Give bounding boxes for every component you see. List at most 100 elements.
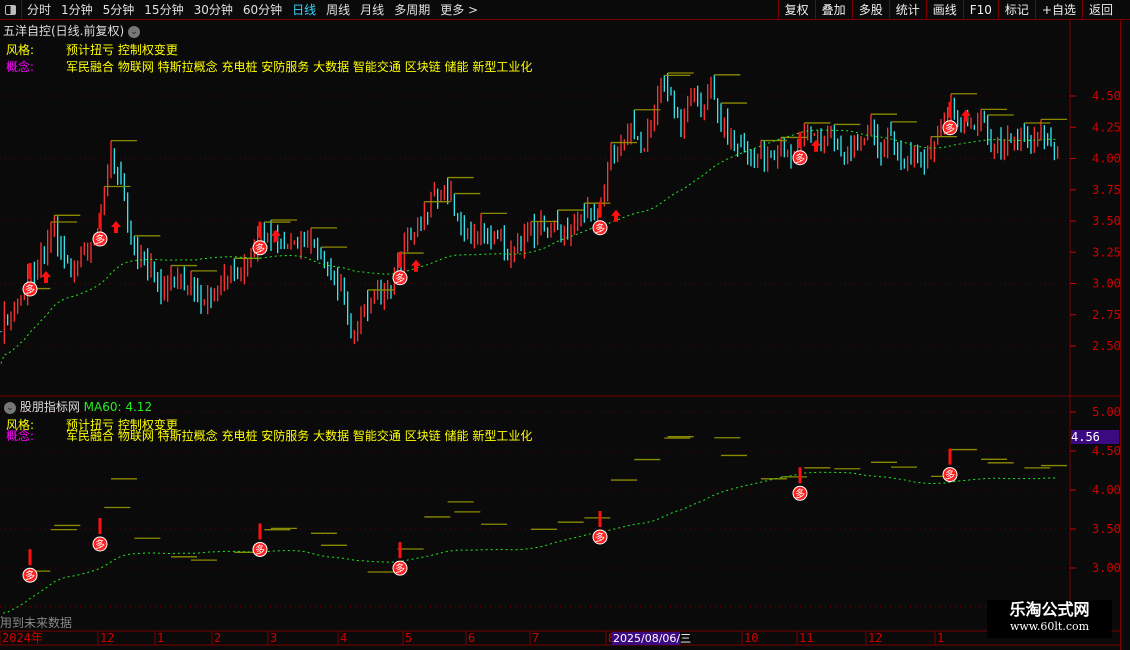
y-tick-label: 3.50 [1092, 214, 1121, 228]
signal-circle [592, 220, 608, 236]
ma60-line-sub [0, 471, 1058, 619]
signal-marker: 多 [595, 222, 605, 235]
panel-toggle-icon [5, 4, 16, 15]
x-tick-label: 8 [608, 631, 615, 645]
concept-value: 军民融合 物联网 特斯拉概念 充电桩 安防服务 大数据 智能交通 区块链 储能 … [66, 429, 533, 443]
concept-label: 概念: [6, 429, 35, 443]
signal-circle [792, 485, 808, 501]
signal-marker: 多 [95, 233, 105, 246]
y-tick-label: 4.00 [1092, 483, 1121, 497]
toolbar-button[interactable]: 标记 [997, 0, 1035, 20]
up-arrow-icon [111, 221, 121, 233]
x-tick-label: 10 [744, 631, 758, 645]
signal-circle [92, 231, 108, 247]
toolbar-button[interactable]: 多股 [851, 0, 889, 20]
y-tick-label: 3.25 [1092, 245, 1121, 259]
x-tick-label: 11 [799, 631, 813, 645]
logo-url: www.60lt.com [1009, 620, 1090, 633]
stock-title: 五洋自控(日线.前复权) ⌄ [3, 22, 141, 39]
signal-marker: 多 [95, 538, 105, 551]
right-info-strip[interactable] [1120, 20, 1130, 650]
x-tick-label: 2 [214, 631, 221, 645]
x-tick-label: 1 [157, 631, 164, 645]
up-arrow-icon [811, 139, 821, 152]
signal-circle [92, 536, 108, 552]
sub-title: ⌄ 股朋指标网 MA60: 4.12 [4, 398, 152, 415]
style-label: 风格: [6, 43, 35, 57]
logo-name: 乐淘公式网 [1009, 600, 1090, 619]
toolbar-button[interactable]: +自选 [1034, 0, 1082, 20]
future-data-warning: 用到未来数据 [0, 616, 73, 630]
signal-circle [252, 541, 268, 557]
period-toolbar: 分时 1分钟 5分钟 15分钟 30分钟 60分钟 日线 周线 月线 多周期 更多 > 复权 叠加 多股… [0, 0, 1130, 20]
y-tick-label: 3.75 [1092, 183, 1121, 197]
toolbar-button[interactable]: 叠加 [814, 0, 852, 20]
chevron-down-icon[interactable]: ⌄ [128, 25, 141, 38]
signal-marker: 多 [395, 272, 405, 285]
period-tab[interactable]: 分时 [27, 3, 52, 17]
signal-bar [28, 263, 32, 279]
y-tick-label: 3.50 [1092, 522, 1121, 536]
period-tab[interactable]: 1分钟 [61, 3, 93, 17]
concept-value: 军民融合 物联网 特斯拉概念 充电桩 安防服务 大数据 智能交通 区块链 储能 … [66, 60, 533, 74]
chevron-down-icon[interactable]: ⌄ [4, 401, 16, 414]
up-arrow-icon [411, 259, 421, 272]
x-tick-label: 3 [270, 631, 277, 645]
signal-circle [942, 120, 958, 136]
panel-toggle-button[interactable] [0, 0, 22, 20]
cursor-date: 2025/08/06/三 [613, 632, 691, 645]
signal-marker: 多 [795, 487, 805, 500]
toolbar-button[interactable]: 返回 [1081, 0, 1119, 20]
period-tab[interactable]: 60分钟 [242, 3, 283, 17]
toolbar-button[interactable]: F10 [962, 0, 998, 20]
signal-bar [98, 518, 102, 534]
y-tick-label: 4.00 [1092, 152, 1121, 166]
x-tick-label: 12 [868, 631, 882, 645]
style-value: 预计扭亏 控制权变更 [66, 43, 178, 57]
signal-circle [22, 567, 38, 583]
period-tab[interactable]: 月线 [360, 3, 385, 17]
style-label: 风格: [6, 418, 35, 432]
signal-marker: 多 [595, 531, 605, 544]
y-tick-label: 4.50 [1092, 89, 1121, 103]
signal-circle [792, 150, 808, 166]
period-tab[interactable]: 多周期 [394, 3, 431, 17]
signal-marker: 多 [255, 242, 265, 255]
signal-marker: 多 [395, 562, 405, 575]
signal-bar [798, 131, 802, 148]
toolbar-button[interactable]: 统计 [888, 0, 926, 20]
signal-bar [798, 467, 802, 484]
ma60-value: MA60: 4.12 [83, 400, 153, 414]
period-tab[interactable]: 5分钟 [102, 3, 135, 17]
period-tab[interactable]: 日线 [292, 3, 317, 17]
signal-marker: 多 [945, 469, 955, 482]
y-tick-label: 3.00 [1092, 277, 1121, 291]
x-tick-label: 2024年 [2, 631, 43, 645]
signal-circle [592, 529, 608, 545]
period-tab[interactable]: 15分钟 [144, 3, 184, 17]
signal-bar [948, 101, 952, 118]
period-tab[interactable]: 30分钟 [193, 3, 233, 17]
y-tick-label: 2.75 [1092, 308, 1121, 322]
concept-row: 概念: 军民融合 物联网 特斯拉概念 充电桩 安防服务 大数据 智能交通 区块链 … [6, 58, 532, 75]
signal-circle [22, 281, 38, 297]
toolbar-button[interactable]: 画线 [925, 0, 963, 20]
toolbar-button[interactable]: 复权 [777, 0, 815, 20]
stock-name: 五洋自控(日线.前复权) [3, 24, 125, 38]
indicator-name: 股朋指标网 [19, 400, 80, 414]
cursor-date-bg [612, 632, 680, 645]
signal-marker: 多 [255, 543, 265, 556]
y-tick-label: 4.25 [1092, 120, 1121, 134]
signal-bar [948, 448, 952, 465]
style-value: 预计扭亏 控制权变更 [66, 418, 178, 432]
signal-marker: 多 [945, 122, 955, 135]
sub-concept-row: 概念: 军民融合 物联网 特斯拉概念 充电桩 安防服务 大数据 智能交通 区块链 … [6, 427, 532, 444]
signal-bar [98, 213, 102, 229]
y-tick-label: 3.00 [1092, 561, 1121, 575]
period-tab[interactable]: 更多 > [440, 3, 479, 17]
x-tick-label: 1 [937, 631, 944, 645]
period-tab[interactable]: 周线 [326, 3, 351, 17]
signal-bar [398, 251, 402, 268]
concept-label: 概念: [6, 60, 35, 74]
